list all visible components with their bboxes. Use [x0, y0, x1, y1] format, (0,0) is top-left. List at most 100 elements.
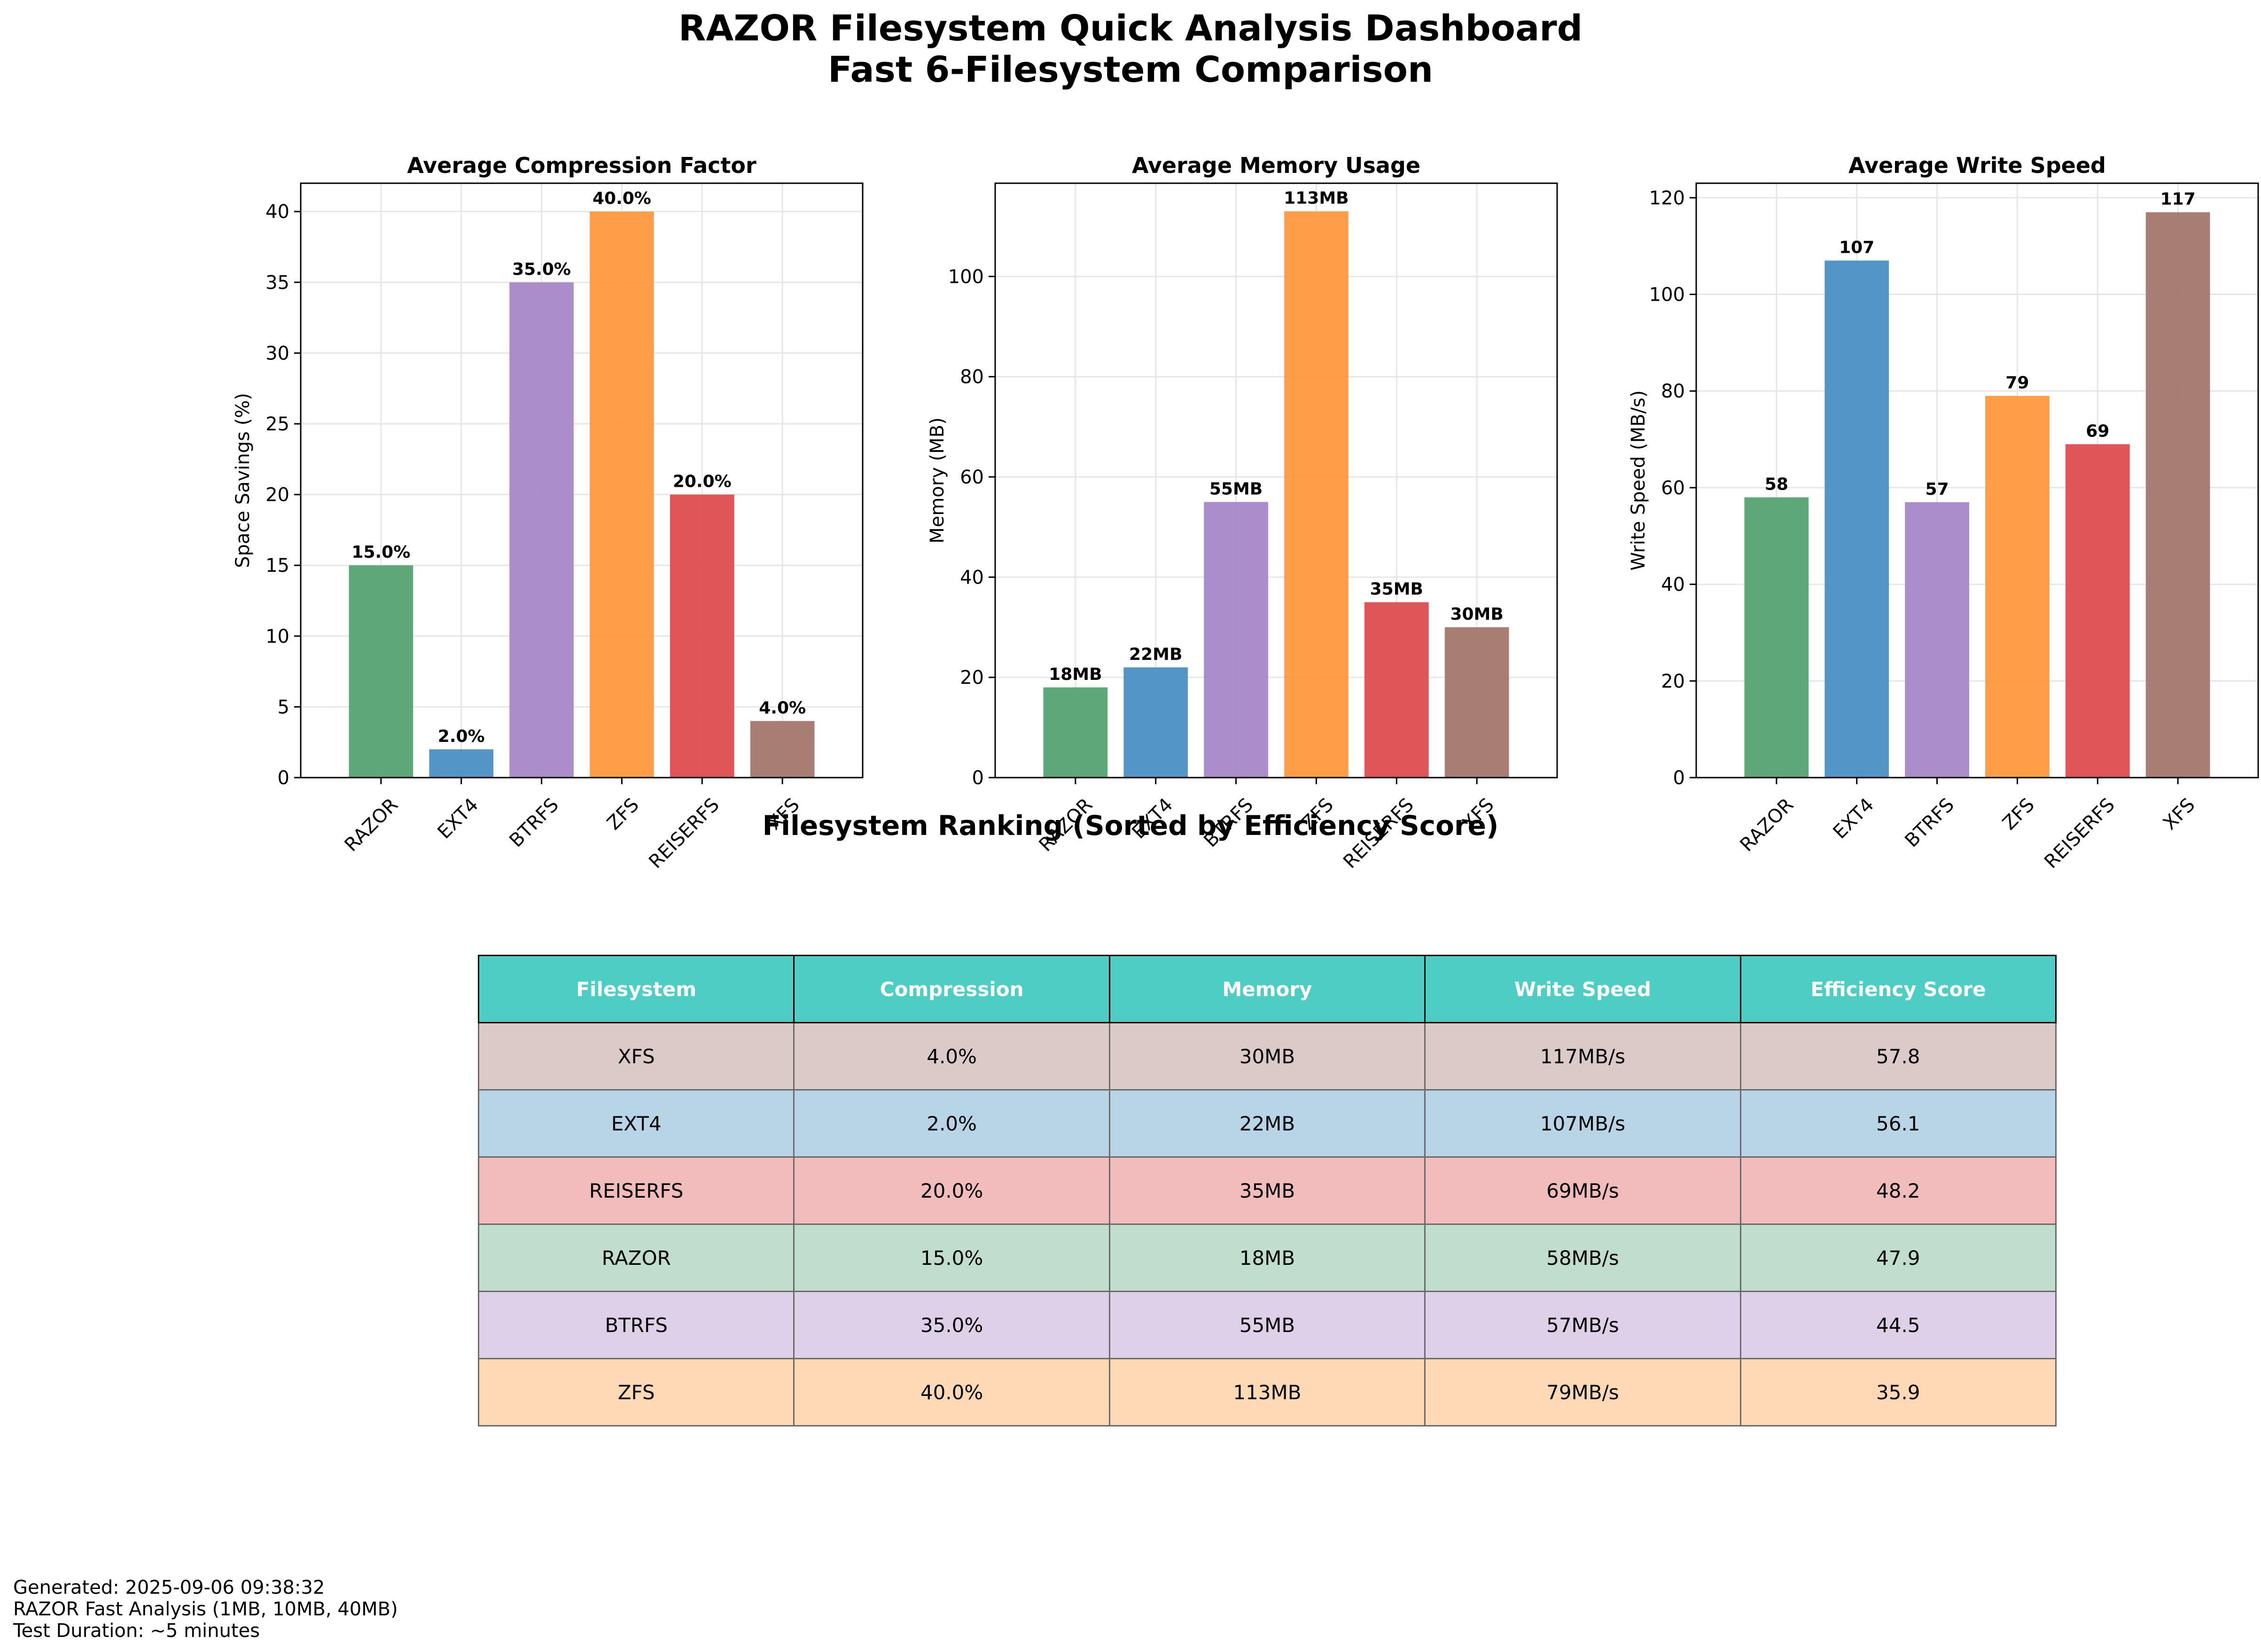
- bar-reiserfs: [2065, 444, 2130, 778]
- y-axis-label: Write Speed (MB/s): [1628, 390, 1649, 571]
- data-label: 15.0%: [351, 543, 410, 562]
- data-label: 30MB: [1450, 605, 1503, 624]
- table-row: ZFS 40.0% 113MB 79MB/s 35.9: [477, 1358, 2057, 1426]
- cell-memory: 113MB: [1108, 1358, 1426, 1426]
- table-header-row: Filesystem Compression Memory Write Spee…: [477, 955, 2057, 1023]
- bar-zfs: [1985, 396, 2050, 778]
- charts-area: Average Compression Factor 15.0% 2.0% 35.0%…: [232, 153, 2259, 873]
- cell-compression: 40.0%: [793, 1358, 1110, 1426]
- data-label: 107: [1839, 238, 1874, 257]
- y-tick-label: 40: [960, 567, 984, 588]
- y-axis-label: Memory (MB): [927, 417, 948, 544]
- y-tick-label: 25: [265, 413, 289, 435]
- plot-frame: [994, 182, 1558, 779]
- bar-reiserfs: [670, 494, 734, 778]
- y-tick-label: 40: [265, 201, 289, 223]
- plot-frame: [1695, 182, 2259, 779]
- y-tick-label: 35: [265, 272, 289, 294]
- chart-title: Average Compression Factor: [407, 153, 756, 178]
- data-label: 79: [2005, 374, 2029, 393]
- cell-filesystem: EXT4: [477, 1089, 795, 1158]
- header-memory: Memory: [1108, 955, 1426, 1023]
- cell-filesystem: RAZOR: [477, 1223, 795, 1292]
- cell-memory: 18MB: [1108, 1223, 1426, 1292]
- cell-compression: 20.0%: [793, 1156, 1110, 1225]
- ranking-table: Filesystem Compression Memory Write Spee…: [477, 955, 2057, 1426]
- cell-efficiency-score: 48.2: [1739, 1156, 2057, 1225]
- cell-write-speed: 117MB/s: [1424, 1022, 1741, 1091]
- y-tick-label: 80: [1661, 381, 1685, 402]
- bar-razor: [1043, 687, 1108, 778]
- bar-xfs: [1444, 627, 1509, 778]
- footer-generated: Generated: 2025-09-06 09:38:32: [13, 1577, 325, 1598]
- bar-btrfs: [1204, 502, 1268, 778]
- y-tick-label: 20: [1661, 670, 1685, 692]
- y-tick-label: 80: [960, 366, 984, 388]
- cell-efficiency-score: 57.8: [1739, 1022, 2057, 1091]
- cell-memory: 22MB: [1108, 1089, 1426, 1158]
- cell-write-speed: 79MB/s: [1424, 1358, 1741, 1426]
- dashboard-subtitle: Fast 6-Filesystem Comparison: [827, 48, 1434, 90]
- cell-filesystem: XFS: [477, 1022, 795, 1091]
- cell-memory: 55MB: [1108, 1291, 1426, 1359]
- dashboard-title: RAZOR Filesystem Quick Analysis Dashboar…: [678, 7, 1583, 49]
- cell-write-speed: 57MB/s: [1424, 1291, 1741, 1359]
- y-tick-label: 0: [278, 767, 289, 789]
- bar-razor: [1744, 497, 1809, 778]
- cell-efficiency-score: 56.1: [1739, 1089, 2057, 1158]
- y-tick-label: 5: [278, 696, 289, 718]
- y-tick-label: 30: [265, 343, 289, 364]
- y-tick-label: 15: [265, 555, 289, 577]
- table-row: RAZOR 15.0% 18MB 58MB/s 47.9: [477, 1223, 2057, 1292]
- data-label: 4.0%: [759, 699, 806, 718]
- data-label: 69: [2086, 421, 2109, 441]
- data-label: 57: [1926, 480, 1949, 499]
- bar-zfs: [590, 211, 654, 778]
- table-row: REISERFS 20.0% 35MB 69MB/s 48.2: [477, 1156, 2057, 1225]
- cell-memory: 35MB: [1108, 1156, 1426, 1225]
- data-label: 22MB: [1129, 645, 1182, 664]
- data-label: 35MB: [1370, 580, 1423, 599]
- cell-filesystem: REISERFS: [477, 1156, 795, 1225]
- cell-filesystem: BTRFS: [477, 1291, 795, 1359]
- y-tick-label: 20: [960, 667, 984, 689]
- cell-write-speed: 69MB/s: [1424, 1156, 1741, 1225]
- table-row: EXT4 2.0% 22MB 107MB/s 56.1: [477, 1089, 2057, 1158]
- y-tick-label: 60: [1661, 477, 1685, 499]
- y-tick-label: 20: [265, 484, 289, 506]
- cell-memory: 30MB: [1108, 1022, 1426, 1091]
- y-tick-label: 10: [265, 626, 289, 647]
- bar-ext4: [1123, 667, 1188, 778]
- y-axis-label: Space Savings (%): [232, 393, 254, 568]
- bar-reiserfs: [1364, 602, 1429, 778]
- cell-compression: 4.0%: [793, 1022, 1110, 1091]
- bar-ext4: [429, 749, 494, 778]
- header-efficiency-score: Efficiency Score: [1739, 955, 2057, 1023]
- bar-zfs: [1284, 211, 1349, 778]
- cell-efficiency-score: 44.5: [1739, 1291, 2057, 1359]
- chart-panel-0: Average Compression Factor 15.0% 2.0% 35.0%…: [232, 153, 864, 873]
- header-filesystem: Filesystem: [477, 955, 795, 1023]
- cell-filesystem: ZFS: [477, 1358, 795, 1426]
- footer-info: Generated: 2025-09-06 09:38:32 RAZOR Fas…: [13, 1577, 398, 1642]
- header-write-speed: Write Speed: [1424, 955, 1741, 1023]
- cell-compression: 15.0%: [793, 1223, 1110, 1292]
- data-label: 18MB: [1049, 665, 1102, 684]
- header-compression: Compression: [793, 955, 1110, 1023]
- data-label: 20.0%: [673, 472, 732, 491]
- y-tick-label: 60: [960, 467, 984, 488]
- table-row: XFS 4.0% 30MB 117MB/s 57.8: [477, 1022, 2057, 1091]
- data-label: 58: [1765, 475, 1788, 494]
- chart-title: Average Write Speed: [1848, 153, 2106, 178]
- y-tick-label: 100: [1649, 284, 1685, 306]
- data-label: 2.0%: [438, 727, 485, 746]
- cell-write-speed: 58MB/s: [1424, 1223, 1741, 1292]
- bar-btrfs: [509, 282, 574, 778]
- data-label: 35.0%: [512, 260, 571, 279]
- bar-btrfs: [1905, 502, 1969, 778]
- footer-analysis: RAZOR Fast Analysis (1MB, 10MB, 40MB): [13, 1598, 398, 1620]
- y-tick-label: 100: [948, 266, 984, 288]
- plot-frame: [300, 182, 864, 779]
- y-tick-label: 120: [1649, 187, 1685, 209]
- ranking-table-title: Filesystem Ranking (Sorted by Efficiency…: [762, 810, 1499, 842]
